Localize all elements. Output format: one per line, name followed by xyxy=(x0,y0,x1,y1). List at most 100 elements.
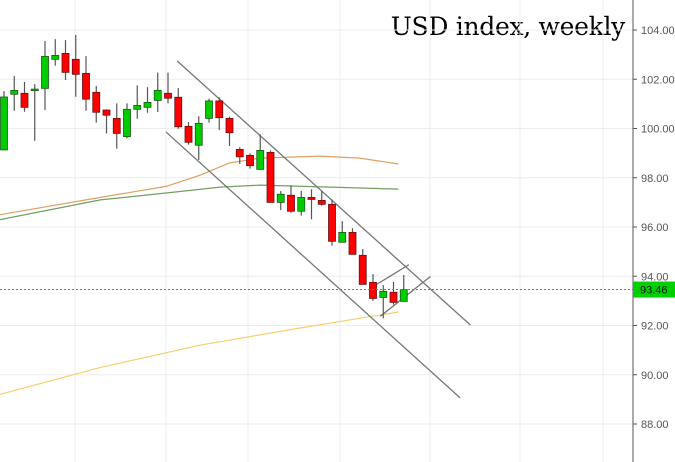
candle-body xyxy=(174,96,183,128)
candle xyxy=(0,91,8,151)
axis-tick-label: 90.00 xyxy=(641,370,669,382)
candle xyxy=(82,56,90,111)
ma-mid-line xyxy=(0,184,399,221)
candle xyxy=(307,189,316,220)
candle xyxy=(287,185,295,213)
candle-body xyxy=(20,92,29,108)
candle-body xyxy=(0,96,8,151)
candle-body xyxy=(51,54,60,60)
channel-lower-line xyxy=(165,131,461,399)
candle-body xyxy=(317,200,326,205)
axis-tick-label: 100.00 xyxy=(641,124,675,136)
candle xyxy=(358,248,367,285)
candle xyxy=(123,103,131,139)
candle-body xyxy=(82,72,90,100)
candle-body xyxy=(61,52,70,73)
candle-body xyxy=(328,203,336,242)
candle xyxy=(205,98,213,123)
candle-body xyxy=(112,118,121,134)
candle xyxy=(153,72,162,113)
candle-body xyxy=(41,55,49,89)
candle xyxy=(225,116,234,146)
candle-body xyxy=(194,122,203,146)
ma-fast-line xyxy=(0,155,399,216)
candle xyxy=(20,81,29,112)
wedge-upper-line xyxy=(372,264,410,288)
candle-body xyxy=(369,282,377,299)
candle xyxy=(10,76,19,111)
candle-body xyxy=(389,291,398,303)
candle-body xyxy=(338,232,347,243)
axis-tick-label: 92.00 xyxy=(641,321,669,333)
candle-body xyxy=(92,91,101,113)
grid xyxy=(0,0,633,462)
candle-body xyxy=(143,101,152,108)
candle-body xyxy=(297,197,306,212)
moving-averages xyxy=(0,155,399,395)
candle xyxy=(143,87,152,113)
candle-body xyxy=(30,88,39,91)
candle xyxy=(379,285,388,319)
last-price-badge xyxy=(633,281,675,298)
candle xyxy=(194,116,203,161)
candle xyxy=(61,40,70,80)
axis-tick-label: 96.00 xyxy=(641,222,669,234)
candle-body xyxy=(153,89,162,101)
candle-body xyxy=(102,109,111,116)
candle xyxy=(276,191,285,211)
candle xyxy=(133,85,142,119)
candle xyxy=(266,150,275,203)
axis-tick-label: 94.00 xyxy=(641,271,669,283)
candle xyxy=(174,88,183,129)
candle-body xyxy=(164,92,172,99)
candle-body xyxy=(184,125,193,143)
candle xyxy=(92,85,101,123)
candle xyxy=(51,39,60,66)
candle xyxy=(369,274,377,301)
axis-tick-label: 98.00 xyxy=(641,173,669,185)
candle xyxy=(338,221,347,243)
candle xyxy=(41,41,49,111)
candle xyxy=(71,34,80,97)
candle-body xyxy=(205,100,213,119)
candle xyxy=(389,281,398,305)
candle xyxy=(328,199,336,246)
candle xyxy=(215,97,224,130)
axis-tick-label: 88.00 xyxy=(641,419,669,431)
candle xyxy=(30,84,39,141)
candle xyxy=(235,147,244,164)
candle xyxy=(399,275,408,302)
candle-body xyxy=(276,193,285,203)
axis-tick-label: 104.00 xyxy=(641,25,675,37)
candle xyxy=(112,103,121,149)
candle-body xyxy=(133,104,142,110)
candle-body xyxy=(348,232,357,255)
axis-tick-label: 102.00 xyxy=(641,74,675,86)
candle-body xyxy=(358,254,367,285)
candle xyxy=(246,153,254,169)
candle-body xyxy=(266,151,275,203)
candle xyxy=(317,191,326,206)
candle xyxy=(102,109,111,134)
candle-body xyxy=(123,108,131,138)
candles xyxy=(0,34,408,319)
candle-body xyxy=(246,154,254,167)
candle xyxy=(256,134,265,170)
candle-body xyxy=(307,197,316,200)
channel-upper-line xyxy=(176,60,471,326)
candle xyxy=(184,122,193,145)
candle xyxy=(348,228,357,255)
candle-body xyxy=(71,58,80,75)
candle-body xyxy=(287,194,295,212)
candle xyxy=(164,72,172,104)
candle-body xyxy=(399,289,408,302)
candle-body xyxy=(225,118,234,134)
candle-body xyxy=(215,100,224,119)
ma-slow-line xyxy=(0,311,399,395)
last-price-label: 93.46 xyxy=(640,285,668,297)
candle-body xyxy=(235,149,244,158)
candle xyxy=(297,190,306,216)
candle-body xyxy=(256,150,265,170)
